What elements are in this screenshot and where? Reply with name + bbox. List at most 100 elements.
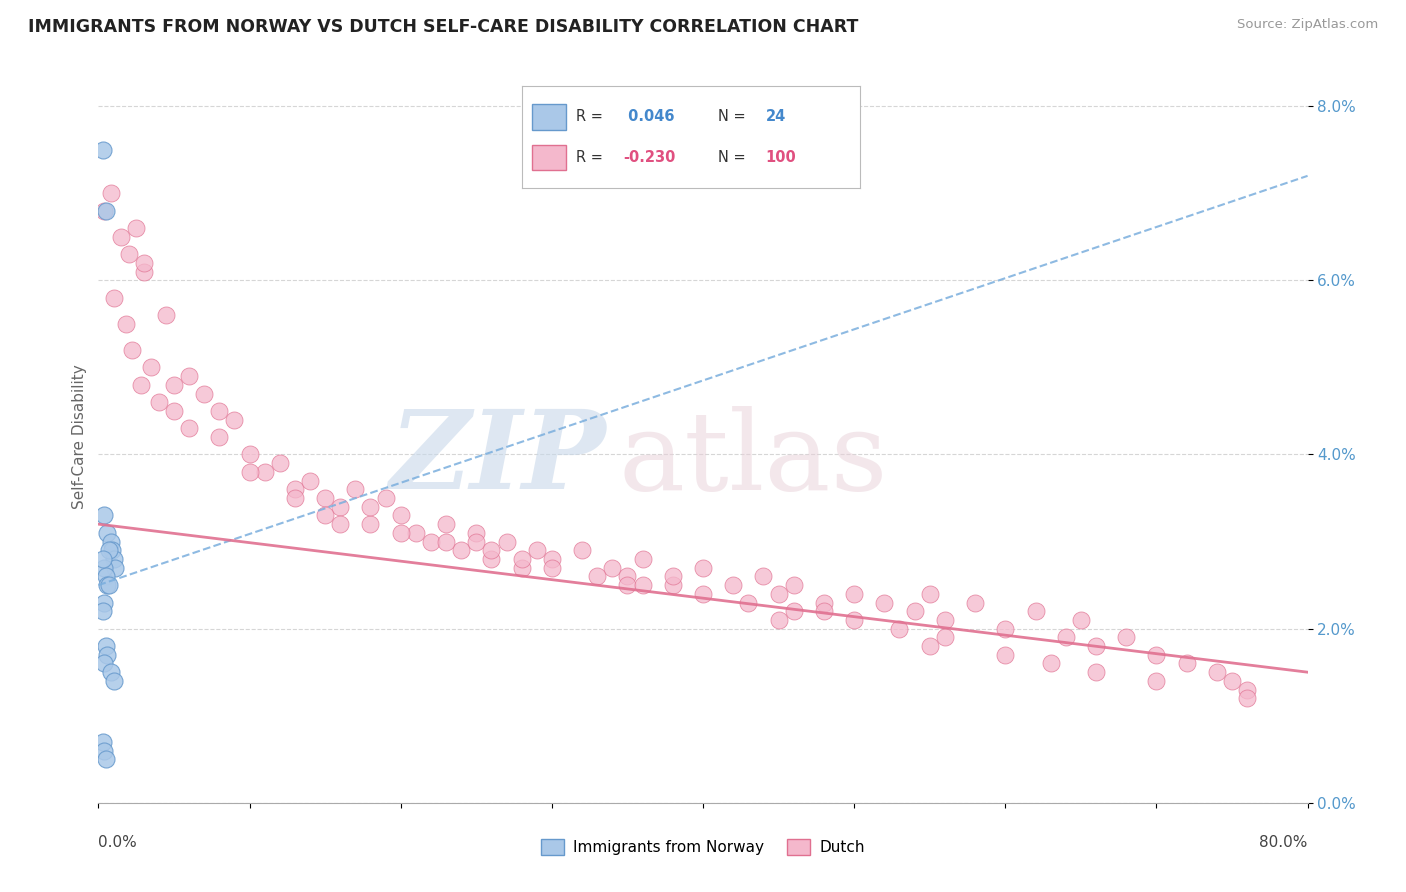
Point — [586, 569, 609, 583]
Point — [118, 247, 141, 261]
Point — [100, 186, 122, 201]
Point — [299, 474, 322, 488]
Point — [389, 525, 412, 540]
Text: 80.0%: 80.0% — [1260, 835, 1308, 850]
Point — [100, 534, 122, 549]
Point — [360, 500, 382, 514]
Y-axis label: Self-Care Disability: Self-Care Disability — [72, 365, 87, 509]
Point — [1146, 648, 1168, 662]
Point — [844, 613, 866, 627]
Text: atlas: atlas — [619, 406, 889, 513]
Point — [994, 622, 1017, 636]
Point — [481, 552, 503, 566]
Point — [934, 631, 956, 645]
Point — [752, 569, 775, 583]
Point — [103, 291, 125, 305]
Point — [314, 491, 336, 505]
Text: Source: ZipAtlas.com: Source: ZipAtlas.com — [1237, 18, 1378, 31]
Point — [91, 735, 114, 749]
Point — [616, 569, 638, 583]
Point — [481, 543, 503, 558]
Point — [344, 483, 367, 497]
Point — [93, 743, 115, 757]
Point — [918, 587, 941, 601]
Point — [723, 578, 745, 592]
Point — [571, 543, 593, 558]
Point — [495, 534, 517, 549]
Point — [91, 143, 114, 157]
Point — [1039, 657, 1062, 671]
Point — [253, 465, 276, 479]
Point — [179, 369, 201, 384]
Point — [224, 412, 246, 426]
Point — [420, 534, 443, 549]
Text: IMMIGRANTS FROM NORWAY VS DUTCH SELF-CARE DISABILITY CORRELATION CHART: IMMIGRANTS FROM NORWAY VS DUTCH SELF-CAR… — [28, 18, 859, 36]
Point — [434, 517, 457, 532]
Point — [179, 421, 201, 435]
Point — [284, 483, 307, 497]
Point — [94, 203, 117, 218]
Point — [510, 552, 533, 566]
Point — [540, 552, 562, 566]
Point — [93, 657, 115, 671]
Point — [93, 508, 115, 523]
Point — [1236, 691, 1258, 706]
Point — [93, 595, 115, 609]
Point — [93, 203, 115, 218]
Point — [239, 448, 262, 462]
Text: 0.0%: 0.0% — [98, 835, 138, 850]
Point — [768, 613, 790, 627]
Point — [132, 265, 155, 279]
Point — [98, 578, 121, 592]
Point — [132, 256, 155, 270]
Point — [783, 578, 806, 592]
Point — [360, 517, 382, 532]
Point — [163, 404, 186, 418]
Point — [129, 377, 152, 392]
Point — [783, 604, 806, 618]
Point — [465, 534, 488, 549]
Point — [889, 622, 911, 636]
Point — [103, 552, 125, 566]
Point — [121, 343, 143, 357]
Point — [284, 491, 307, 505]
Point — [934, 613, 956, 627]
Point — [510, 560, 533, 574]
Point — [1236, 682, 1258, 697]
Point — [103, 673, 125, 688]
Point — [904, 604, 927, 618]
Point — [661, 569, 683, 583]
Point — [329, 517, 352, 532]
Point — [96, 525, 118, 540]
Point — [540, 560, 562, 574]
Point — [208, 430, 231, 444]
Point — [125, 221, 148, 235]
Point — [94, 639, 117, 653]
Point — [93, 560, 115, 574]
Point — [813, 604, 835, 618]
Point — [141, 360, 163, 375]
Point — [91, 552, 114, 566]
Point — [98, 543, 121, 558]
Point — [101, 543, 124, 558]
Point — [1085, 665, 1108, 680]
Point — [602, 560, 624, 574]
Point — [1085, 639, 1108, 653]
Point — [148, 395, 170, 409]
Point — [96, 648, 118, 662]
Point — [1115, 631, 1137, 645]
Point — [1146, 673, 1168, 688]
Point — [314, 508, 336, 523]
Point — [100, 665, 122, 680]
Point — [405, 525, 427, 540]
Point — [110, 229, 132, 244]
Point — [104, 560, 127, 574]
Point — [1054, 631, 1077, 645]
Point — [616, 578, 638, 592]
Point — [918, 639, 941, 653]
Point — [768, 587, 790, 601]
Point — [155, 308, 177, 322]
Point — [91, 604, 114, 618]
Point — [1024, 604, 1046, 618]
Point — [631, 552, 654, 566]
